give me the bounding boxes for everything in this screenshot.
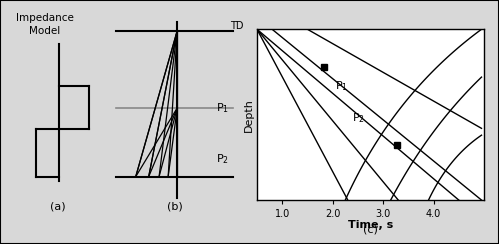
Text: TD: TD — [230, 21, 244, 31]
Text: (b): (b) — [167, 201, 183, 211]
X-axis label: Time, s: Time, s — [348, 221, 393, 231]
Text: P$_1$: P$_1$ — [216, 101, 229, 115]
Y-axis label: Depth: Depth — [244, 98, 254, 132]
Text: P$_2$: P$_2$ — [216, 152, 229, 166]
Text: P$_2$: P$_2$ — [352, 111, 365, 125]
Text: P$_1$: P$_1$ — [335, 79, 348, 92]
Text: (a): (a) — [49, 201, 65, 211]
Text: Impedance
Model: Impedance Model — [16, 13, 74, 36]
Text: (c): (c) — [363, 224, 378, 234]
